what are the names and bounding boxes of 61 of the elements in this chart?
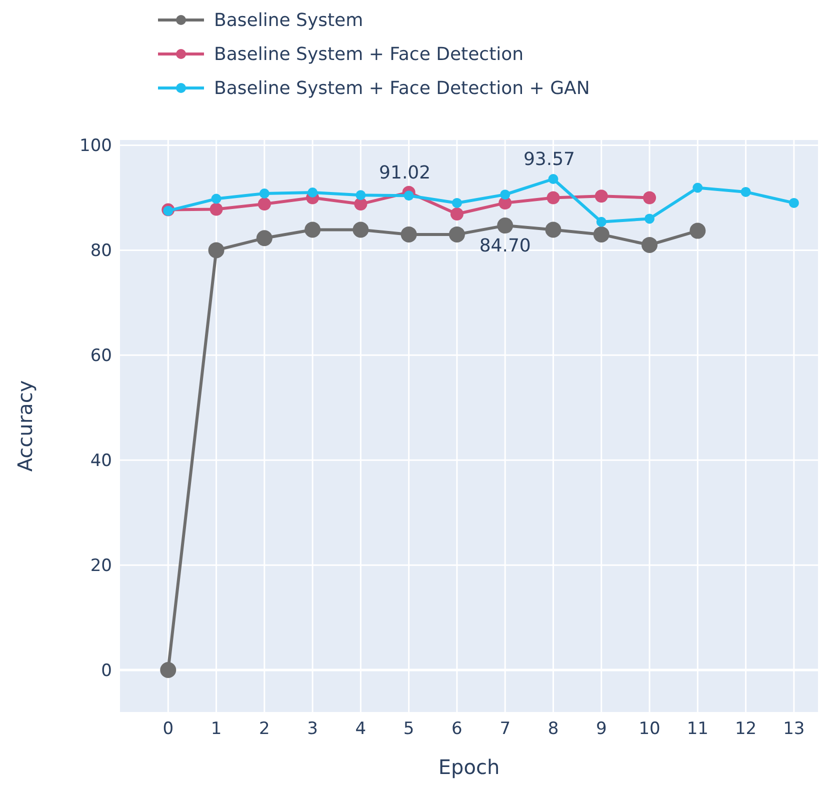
point — [400, 226, 417, 242]
point — [210, 202, 223, 216]
x-tick-label: 10 — [638, 719, 660, 739]
point — [404, 190, 414, 201]
point — [160, 662, 176, 678]
x-tick-label: 8 — [548, 719, 559, 739]
point — [546, 191, 560, 204]
y-tick-label: 100 — [80, 136, 112, 156]
x-tick-label: 2 — [259, 719, 270, 739]
x-axis-title: Epoch — [438, 755, 500, 779]
point — [308, 187, 318, 198]
x-tick-label: 7 — [500, 719, 511, 739]
annotation: 84.70 — [479, 236, 531, 257]
point — [304, 222, 321, 238]
point — [208, 242, 224, 258]
x-tick-label: 1 — [210, 719, 222, 739]
point — [497, 218, 514, 234]
point — [448, 226, 465, 242]
x-tick-label: 13 — [783, 719, 805, 739]
annotation: 93.57 — [523, 148, 576, 170]
point — [352, 222, 369, 238]
x-tick-label: 3 — [307, 719, 318, 739]
point — [356, 190, 366, 200]
point — [545, 222, 562, 238]
point — [788, 198, 799, 208]
legend-label: Baseline System + Face Detection + GAN — [214, 78, 590, 99]
x-tick-label: 5 — [403, 719, 414, 739]
x-tick-label: 11 — [686, 719, 708, 739]
point — [452, 198, 462, 208]
y-tick-label: 60 — [90, 346, 112, 366]
point — [256, 230, 272, 246]
point — [354, 198, 368, 211]
legend-label: Baseline System + Face Detection — [214, 44, 524, 65]
point — [593, 226, 610, 242]
x-tick-label: 4 — [355, 719, 366, 739]
point — [450, 207, 464, 220]
point — [258, 198, 271, 211]
point — [692, 182, 703, 193]
x-tick-label: 9 — [596, 719, 607, 739]
point — [259, 188, 270, 199]
point — [643, 191, 656, 204]
point — [690, 222, 706, 239]
y-axis-title: Accuracy — [13, 380, 37, 472]
y-tick-label: 0 — [101, 661, 112, 682]
point — [596, 216, 606, 227]
x-tick-label: 12 — [734, 719, 757, 739]
point — [500, 190, 510, 200]
point — [594, 190, 608, 203]
x-tick-label: 0 — [162, 719, 174, 739]
point — [163, 206, 174, 216]
annotation: 91.02 — [379, 162, 431, 184]
point — [740, 186, 751, 197]
point — [211, 194, 222, 204]
point — [644, 214, 655, 224]
y-tick-label: 80 — [90, 241, 112, 262]
y-tick-label: 40 — [90, 451, 112, 472]
x-tick-label: 6 — [452, 719, 462, 739]
point — [548, 174, 558, 184]
point — [642, 236, 658, 253]
y-tick-label: 20 — [90, 556, 112, 576]
legend-label: Baseline System — [214, 10, 364, 31]
